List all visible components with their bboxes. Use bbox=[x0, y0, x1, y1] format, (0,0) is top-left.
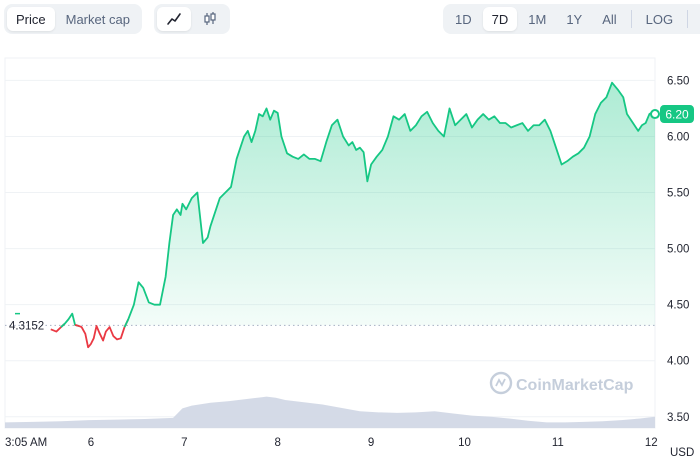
candlestick-button[interactable] bbox=[193, 7, 227, 31]
x-tick-label: 11 bbox=[552, 437, 564, 449]
price-line-down bbox=[74, 318, 130, 349]
range-1y[interactable]: 1Y bbox=[566, 11, 583, 27]
download-button[interactable] bbox=[693, 7, 700, 31]
tab-price[interactable]: Price bbox=[7, 7, 55, 31]
baseline-label: 4.3152 bbox=[9, 320, 44, 332]
log-scale-button[interactable]: LOG bbox=[645, 11, 674, 27]
tab-market-cap[interactable]: Market cap bbox=[65, 11, 130, 27]
y-tick-label: 5.50 bbox=[667, 188, 689, 200]
x-tick-label: 7 bbox=[181, 437, 187, 449]
x-tick-label: 6 bbox=[88, 437, 94, 449]
range-all[interactable]: All bbox=[602, 11, 617, 27]
x-tick-label: 3:05 AM bbox=[5, 437, 47, 449]
metric-tabs: Price Market cap bbox=[4, 4, 142, 34]
line-chart-icon bbox=[167, 13, 181, 25]
y-tick-label: 6.00 bbox=[667, 131, 689, 143]
watermark: CoinMarketCap bbox=[489, 371, 634, 395]
y-tick-label: 4.50 bbox=[667, 300, 689, 312]
coinmarketcap-logo-mark bbox=[495, 378, 506, 387]
x-tick-label: 12 bbox=[645, 437, 658, 449]
range-tabs: 1D 7D 1M 1Y All LOG bbox=[443, 4, 700, 34]
range-1m[interactable]: 1M bbox=[528, 11, 547, 27]
range-1d[interactable]: 1D bbox=[455, 11, 472, 27]
current-price-label: 6.20 bbox=[665, 108, 689, 122]
price-area bbox=[128, 82, 655, 326]
price-line-up bbox=[123, 81, 656, 328]
chart-type-tabs bbox=[154, 4, 230, 34]
line-chart-button[interactable] bbox=[157, 7, 191, 31]
x-tick-label: 8 bbox=[274, 437, 280, 449]
volume-area bbox=[5, 396, 655, 428]
currency-label: USD bbox=[670, 447, 694, 459]
y-tick-label: 3.50 bbox=[667, 412, 689, 424]
range-divider bbox=[687, 10, 689, 28]
range-divider bbox=[630, 10, 632, 28]
x-tick-label: 10 bbox=[458, 437, 471, 449]
range-7d[interactable]: 7D bbox=[482, 7, 518, 31]
current-price-badge bbox=[660, 105, 694, 124]
watermark-text: CoinMarketCap bbox=[516, 377, 634, 394]
y-tick-label: 4.00 bbox=[667, 356, 689, 368]
last-price-dot bbox=[650, 109, 660, 120]
coinmarketcap-logo-icon bbox=[489, 371, 513, 395]
candlestick-icon bbox=[204, 12, 216, 25]
x-tick-label: 9 bbox=[368, 437, 374, 449]
y-tick-label: 5.00 bbox=[667, 244, 689, 256]
y-tick-label: 6.50 bbox=[667, 75, 689, 87]
